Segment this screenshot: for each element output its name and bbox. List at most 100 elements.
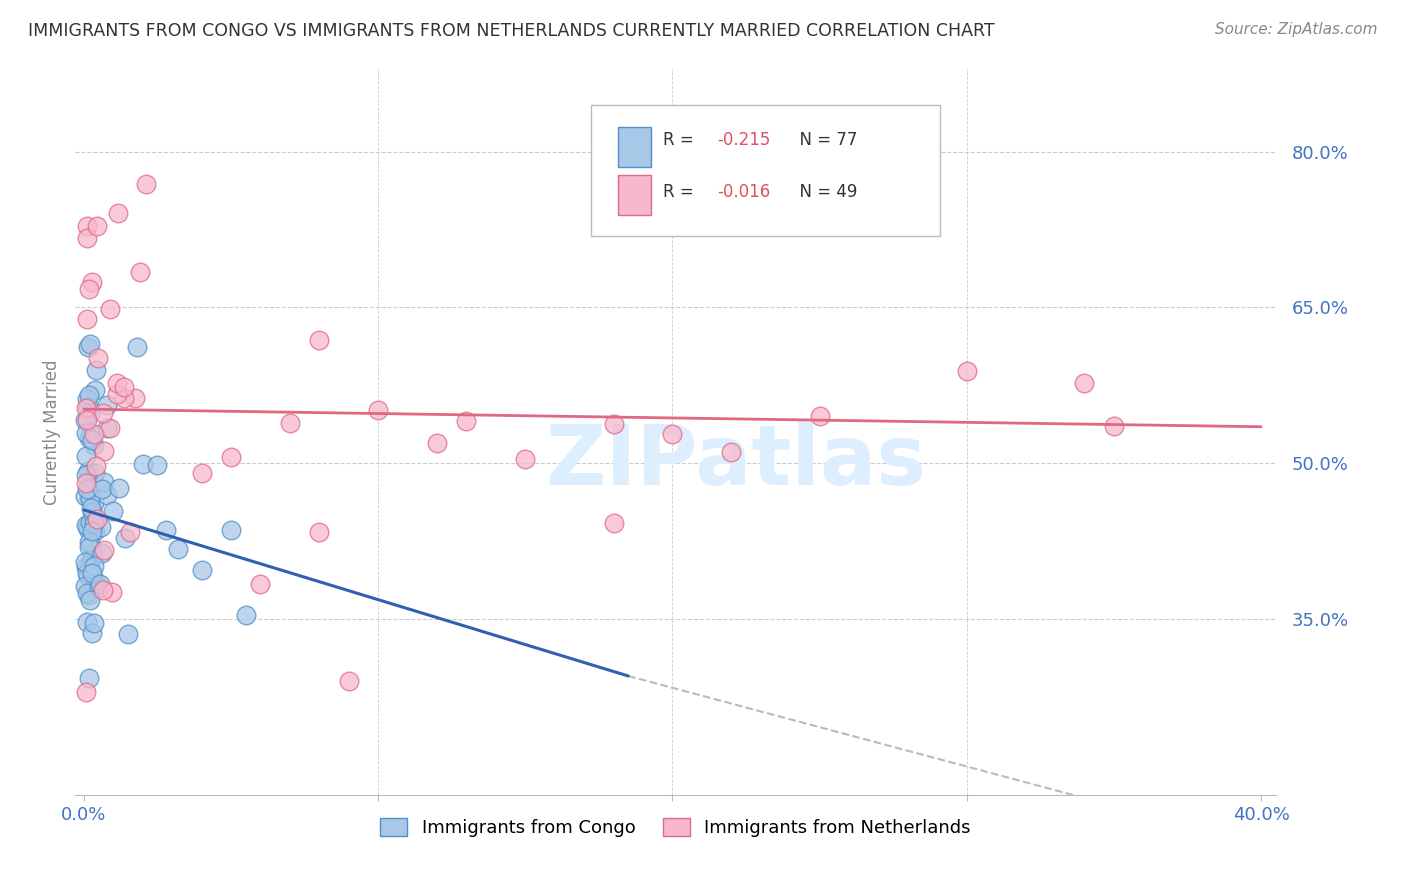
Bar (617, 176, 651, 215)
Point (75, 413, 97, 427)
Point (155, 523, 177, 537)
Text: -0.215: -0.215 (717, 131, 770, 149)
Point (76, 392, 98, 406)
Point (80, 433, 103, 447)
Point (75, 684, 97, 698)
Point (75, 467, 97, 482)
Point (75, 401, 97, 415)
Point (75, 449, 97, 463)
Point (96, 421, 118, 435)
Bar (617, 127, 651, 167)
Point (75, 489, 97, 503)
Point (86, 351, 108, 366)
Point (82, 626, 104, 640)
Y-axis label: Currently Married: Currently Married (44, 359, 60, 505)
Point (82, 510, 104, 524)
Point (190, 466, 212, 480)
Point (75, 517, 97, 532)
Point (89, 581, 111, 595)
Point (76, 566, 98, 581)
Point (80, 552, 103, 566)
Point (80, 566, 103, 581)
Text: R =: R = (664, 131, 699, 149)
Point (84, 363, 107, 377)
Point (93, 542, 115, 557)
Point (77, 388, 100, 402)
Point (77, 588, 100, 602)
Point (602, 516, 624, 531)
Point (76, 569, 98, 583)
Point (367, 403, 389, 417)
Point (125, 340, 148, 354)
Point (219, 523, 242, 537)
Point (79, 426, 101, 441)
Point (77, 431, 100, 445)
Point (76, 413, 98, 427)
Point (86, 219, 108, 233)
Point (75, 476, 97, 491)
Point (114, 531, 136, 545)
Point (661, 427, 683, 442)
Point (76, 519, 98, 533)
Point (82, 566, 104, 581)
Point (79, 337, 101, 351)
Point (426, 435, 449, 450)
Point (83, 615, 105, 630)
Point (83, 438, 105, 452)
Point (602, 417, 624, 431)
Point (82, 549, 104, 563)
Point (76, 522, 98, 536)
Point (76, 400, 98, 414)
Point (79, 592, 101, 607)
Text: Source: ZipAtlas.com: Source: ZipAtlas.com (1215, 22, 1378, 37)
Point (80, 501, 103, 516)
Point (235, 607, 257, 622)
Point (103, 504, 125, 518)
Point (337, 674, 360, 689)
Point (75, 560, 97, 574)
Point (117, 626, 139, 640)
Point (76, 482, 98, 496)
Point (278, 416, 301, 430)
Point (82, 524, 104, 538)
Point (1102, 418, 1125, 433)
Legend: Immigrants from Congo, Immigrants from Netherlands: Immigrants from Congo, Immigrants from N… (373, 811, 977, 845)
Point (76, 311, 98, 326)
Text: N = 77: N = 77 (789, 131, 858, 149)
Point (82, 276, 104, 290)
Point (98, 302, 121, 317)
Point (75, 425, 97, 440)
Point (93, 444, 115, 458)
Point (84, 458, 107, 473)
Point (77, 492, 100, 507)
Point (84, 467, 107, 481)
Point (96, 488, 118, 502)
Text: R =: R = (664, 183, 699, 201)
Point (91, 583, 114, 598)
Point (76, 615, 98, 629)
Point (249, 576, 271, 591)
Point (93, 475, 115, 489)
Point (956, 364, 979, 378)
Point (83, 516, 105, 531)
Point (108, 481, 131, 495)
Point (79, 515, 101, 529)
Point (86, 512, 108, 526)
Point (219, 450, 242, 464)
Point (76, 230, 98, 244)
Point (84, 574, 107, 589)
Point (515, 452, 537, 467)
Text: ZIPatlas: ZIPatlas (546, 420, 927, 501)
Point (77, 282, 100, 296)
Point (308, 333, 330, 347)
Text: -0.016: -0.016 (717, 183, 770, 201)
Point (98, 421, 121, 435)
Text: N = 49: N = 49 (789, 183, 858, 201)
Point (77, 340, 100, 354)
Point (83, 496, 105, 510)
Point (105, 386, 128, 401)
Point (124, 391, 146, 405)
Point (75, 555, 97, 569)
Point (90, 520, 112, 534)
Point (90, 546, 112, 560)
